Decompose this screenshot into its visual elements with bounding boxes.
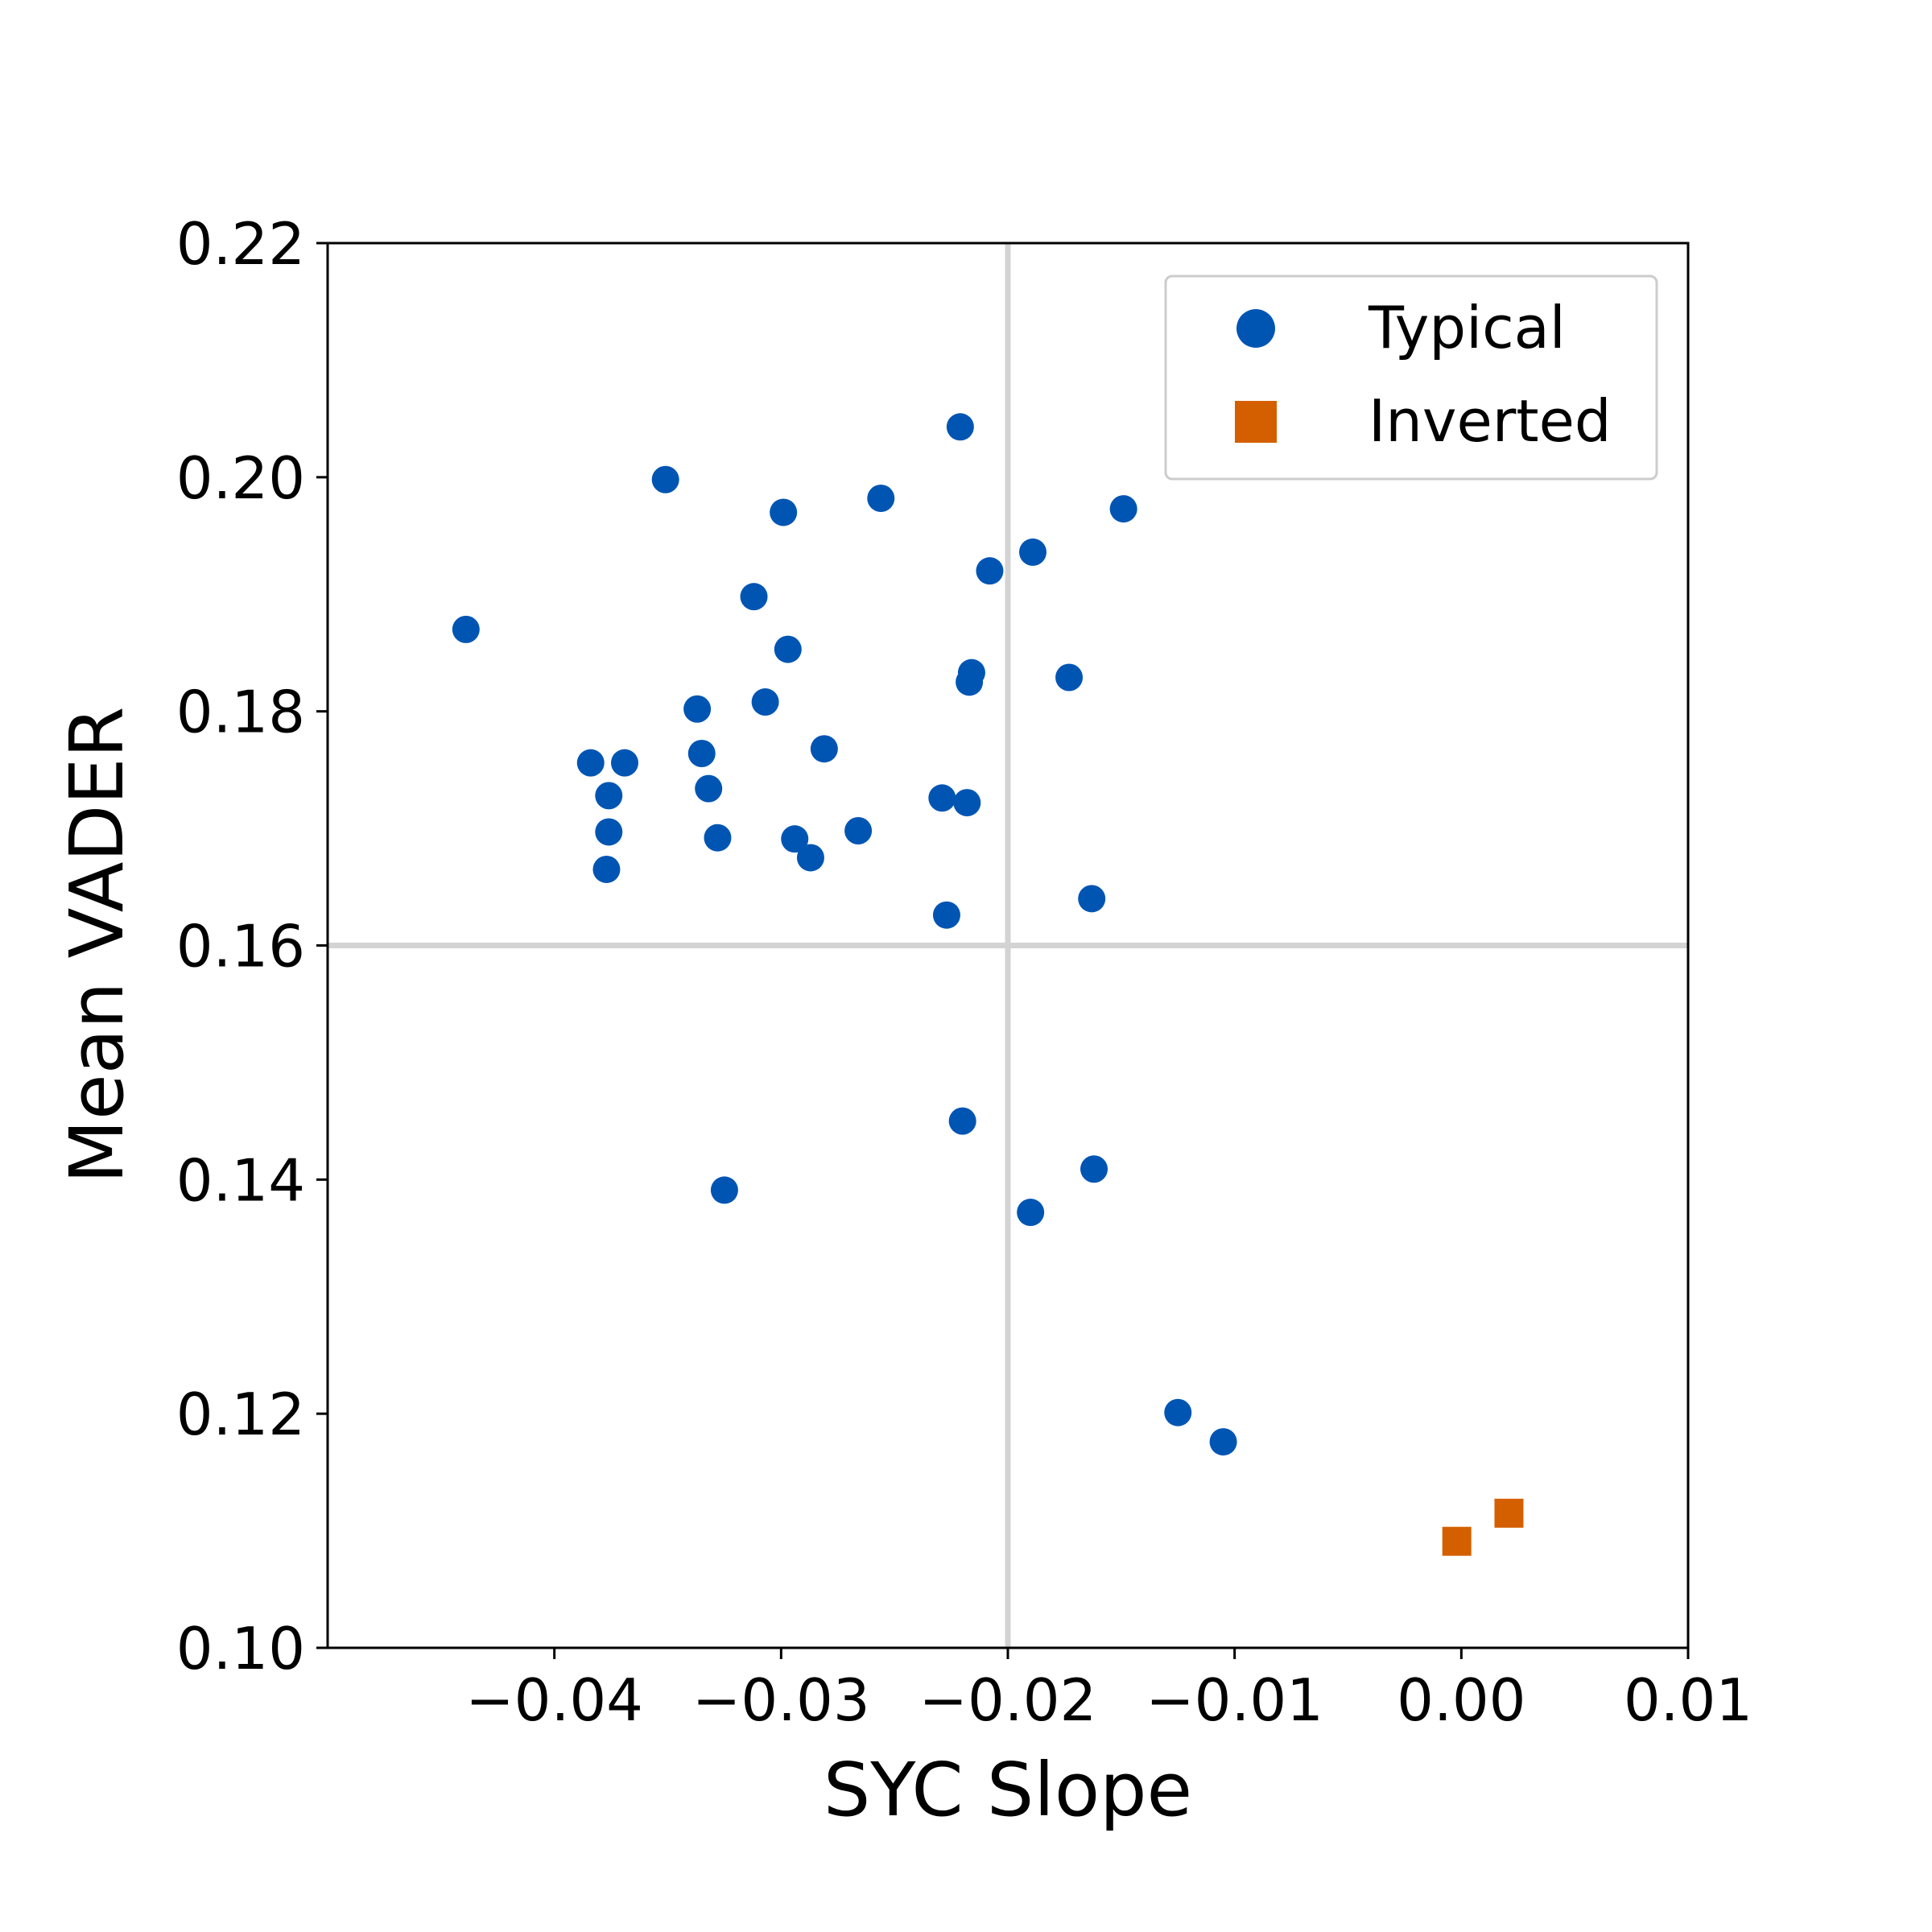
- typical-point: [1164, 1398, 1192, 1426]
- legend-typical-marker: [1236, 309, 1275, 348]
- typical-point: [740, 583, 768, 611]
- x-tick-label: −0.04: [465, 1666, 643, 1734]
- typical-point: [576, 749, 605, 777]
- typical-point: [796, 844, 824, 872]
- typical-point: [844, 816, 873, 844]
- y-tick-label: 0.20: [176, 444, 305, 512]
- typical-point: [1018, 538, 1046, 566]
- typical-point: [976, 557, 1004, 585]
- x-tick-label: −0.03: [692, 1666, 870, 1734]
- legend: Typical Inverted: [1164, 275, 1658, 481]
- typical-point: [774, 635, 802, 663]
- x-tick-label: 0.00: [1397, 1666, 1525, 1734]
- y-tick-label: 0.22: [176, 210, 305, 278]
- typical-point: [595, 782, 623, 810]
- legend-typical-label: Typical: [1368, 294, 1566, 361]
- inverted-point: [1494, 1498, 1524, 1528]
- typical-point: [610, 749, 638, 777]
- y-tick-label: 0.18: [176, 679, 305, 746]
- y-axis-ticks: 0.10 0.12 0.14 0.16 0.18 0.20 0.22: [176, 210, 328, 1682]
- x-axis-title: SYC Slope: [824, 1747, 1192, 1833]
- typical-point: [710, 1176, 738, 1204]
- typical-point: [956, 668, 984, 696]
- y-axis-title: Mean VADER: [54, 707, 140, 1184]
- x-tick-label: 0.01: [1624, 1666, 1752, 1734]
- typical-point: [452, 615, 480, 643]
- typical-point: [946, 413, 974, 441]
- typical-point: [695, 774, 723, 803]
- typical-point: [1078, 885, 1106, 913]
- y-tick-label: 0.12: [176, 1381, 305, 1448]
- x-tick-label: −0.02: [919, 1666, 1097, 1734]
- typical-point: [651, 465, 679, 493]
- typical-point: [1017, 1199, 1045, 1227]
- typical-point: [1055, 663, 1084, 691]
- x-axis-ticks: −0.04 −0.03 −0.02 −0.01 0.00 0.01: [465, 1648, 1752, 1734]
- typical-point: [932, 901, 960, 929]
- typical-point: [1109, 495, 1137, 523]
- typical-point: [687, 740, 716, 768]
- typical-point: [704, 824, 732, 852]
- typical-point: [781, 825, 809, 853]
- typical-point: [592, 855, 621, 883]
- typical-point: [595, 818, 623, 846]
- legend-frame: [1164, 275, 1658, 481]
- y-tick-label: 0.16: [176, 913, 305, 980]
- typical-point: [751, 688, 779, 716]
- typical-point: [948, 1107, 976, 1135]
- x-tick-label: −0.01: [1146, 1666, 1323, 1734]
- typical-point: [867, 485, 895, 513]
- legend-inverted-label: Inverted: [1368, 387, 1612, 455]
- typical-point: [770, 498, 798, 526]
- typical-point: [810, 735, 838, 763]
- typical-point: [683, 695, 712, 723]
- y-tick-label: 0.14: [176, 1146, 305, 1214]
- y-tick-label: 0.10: [176, 1615, 305, 1682]
- typical-point: [928, 784, 956, 812]
- reference-lines: [328, 243, 1688, 1648]
- legend-inverted-marker: [1235, 401, 1277, 443]
- typical-point: [1080, 1155, 1108, 1183]
- data-points: [452, 413, 1524, 1556]
- typical-point: [1209, 1428, 1237, 1456]
- typical-point: [953, 789, 981, 817]
- inverted-point: [1442, 1526, 1472, 1556]
